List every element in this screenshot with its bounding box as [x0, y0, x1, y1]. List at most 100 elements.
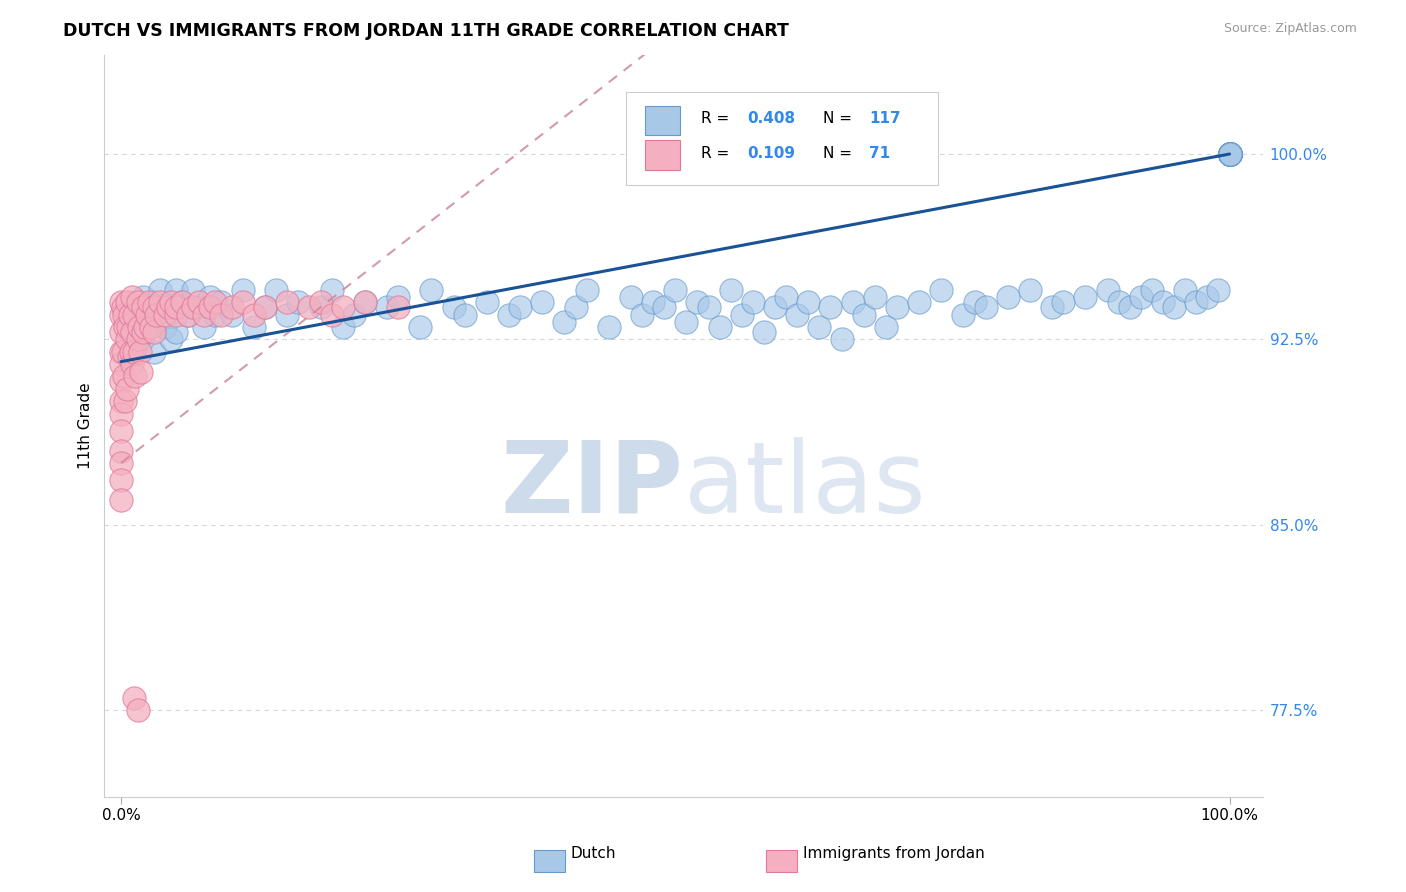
Point	[110, 325, 132, 339]
Point	[354, 295, 377, 310]
Point	[129, 365, 152, 379]
Point	[498, 308, 520, 322]
Point	[752, 325, 775, 339]
FancyBboxPatch shape	[626, 92, 938, 185]
Text: 71: 71	[869, 145, 890, 161]
Point	[387, 300, 409, 314]
Point	[143, 295, 166, 310]
Point	[886, 300, 908, 314]
Point	[875, 320, 897, 334]
Point	[852, 308, 875, 322]
Point	[332, 320, 354, 334]
Point	[124, 344, 146, 359]
Point	[731, 308, 754, 322]
Text: 0.109: 0.109	[748, 145, 796, 161]
Text: ZIP: ZIP	[501, 437, 683, 533]
Point	[453, 308, 475, 322]
Point	[165, 283, 187, 297]
Point	[287, 295, 309, 310]
Point	[121, 357, 143, 371]
Point	[952, 308, 974, 322]
Text: 117: 117	[869, 112, 901, 127]
Point	[643, 295, 665, 310]
Point	[831, 332, 853, 346]
Point	[121, 325, 143, 339]
Point	[1040, 300, 1063, 314]
Point	[149, 283, 172, 297]
Point	[110, 443, 132, 458]
Point	[974, 300, 997, 314]
Point	[1218, 147, 1240, 161]
Point	[155, 300, 177, 314]
Text: 0.408: 0.408	[748, 112, 796, 127]
Point	[1108, 295, 1130, 310]
Point	[121, 290, 143, 304]
Point	[620, 290, 643, 304]
Point	[1218, 147, 1240, 161]
Point	[128, 344, 150, 359]
Point	[354, 295, 377, 310]
Point	[309, 300, 332, 314]
Point	[110, 456, 132, 470]
Point	[145, 308, 167, 322]
Point	[598, 320, 620, 334]
Point	[198, 290, 221, 304]
Point	[343, 308, 366, 322]
Point	[124, 369, 146, 384]
Point	[553, 315, 575, 329]
Y-axis label: 11th Grade: 11th Grade	[79, 383, 93, 469]
Point	[243, 320, 266, 334]
Point	[115, 295, 138, 310]
Point	[321, 283, 343, 297]
Point	[664, 283, 686, 297]
Point	[1218, 147, 1240, 161]
Point	[332, 300, 354, 314]
Point	[165, 308, 187, 322]
Point	[1218, 147, 1240, 161]
Point	[409, 320, 432, 334]
Text: R =: R =	[702, 145, 734, 161]
Point	[652, 300, 675, 314]
Point	[1218, 147, 1240, 161]
Point	[139, 320, 162, 334]
Point	[221, 308, 243, 322]
Point	[1097, 283, 1119, 297]
Point	[127, 332, 149, 346]
Text: Dutch: Dutch	[571, 846, 616, 861]
FancyBboxPatch shape	[645, 140, 681, 170]
Point	[170, 295, 193, 310]
Point	[112, 308, 135, 322]
Point	[143, 300, 166, 314]
Point	[797, 295, 820, 310]
Point	[132, 300, 155, 314]
Point	[110, 295, 132, 310]
Point	[763, 300, 786, 314]
Text: N =: N =	[823, 145, 856, 161]
Point	[132, 290, 155, 304]
Point	[1052, 295, 1074, 310]
Point	[149, 295, 172, 310]
Point	[204, 295, 226, 310]
Point	[375, 300, 398, 314]
Point	[309, 295, 332, 310]
Point	[709, 320, 731, 334]
Point	[929, 283, 952, 297]
Point	[232, 295, 254, 310]
Text: Source: ZipAtlas.com: Source: ZipAtlas.com	[1223, 22, 1357, 36]
Text: atlas: atlas	[683, 437, 925, 533]
Point	[115, 382, 138, 396]
Point	[531, 295, 554, 310]
Point	[963, 295, 986, 310]
Text: N =: N =	[823, 112, 856, 127]
Point	[1218, 147, 1240, 161]
Point	[387, 290, 409, 304]
Point	[155, 320, 177, 334]
Point	[1218, 147, 1240, 161]
Point	[1129, 290, 1152, 304]
Point	[254, 300, 277, 314]
Point	[1140, 283, 1163, 297]
Point	[170, 295, 193, 310]
Point	[786, 308, 808, 322]
Point	[1208, 283, 1230, 297]
Point	[187, 300, 209, 314]
